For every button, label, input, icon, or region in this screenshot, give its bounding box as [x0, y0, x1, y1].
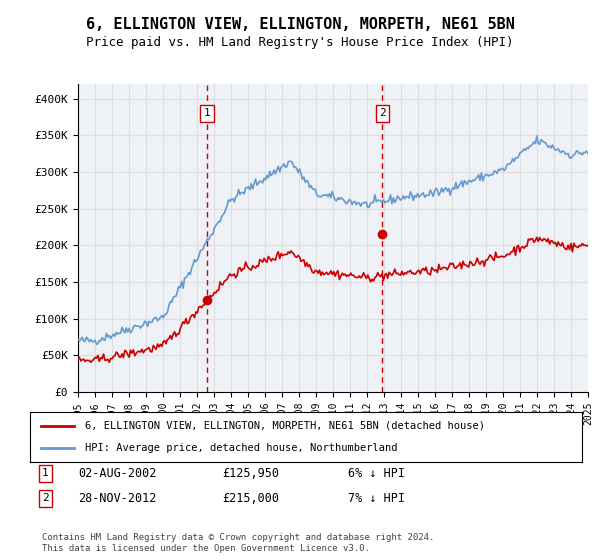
Text: £125,950: £125,950 — [222, 466, 279, 480]
Text: 2: 2 — [379, 108, 386, 118]
Text: 1: 1 — [203, 108, 210, 118]
Text: 1: 1 — [42, 468, 49, 478]
Text: 02-AUG-2002: 02-AUG-2002 — [78, 466, 157, 480]
Text: 7% ↓ HPI: 7% ↓ HPI — [348, 492, 405, 505]
Text: 6, ELLINGTON VIEW, ELLINGTON, MORPETH, NE61 5BN (detached house): 6, ELLINGTON VIEW, ELLINGTON, MORPETH, N… — [85, 421, 485, 431]
Text: 6% ↓ HPI: 6% ↓ HPI — [348, 466, 405, 480]
Text: 6, ELLINGTON VIEW, ELLINGTON, MORPETH, NE61 5BN: 6, ELLINGTON VIEW, ELLINGTON, MORPETH, N… — [86, 17, 514, 32]
Text: 28-NOV-2012: 28-NOV-2012 — [78, 492, 157, 505]
Text: 2: 2 — [42, 493, 49, 503]
Text: HPI: Average price, detached house, Northumberland: HPI: Average price, detached house, Nort… — [85, 443, 398, 453]
Text: £215,000: £215,000 — [222, 492, 279, 505]
Text: Price paid vs. HM Land Registry's House Price Index (HPI): Price paid vs. HM Land Registry's House … — [86, 36, 514, 49]
Text: Contains HM Land Registry data © Crown copyright and database right 2024.
This d: Contains HM Land Registry data © Crown c… — [42, 533, 434, 553]
